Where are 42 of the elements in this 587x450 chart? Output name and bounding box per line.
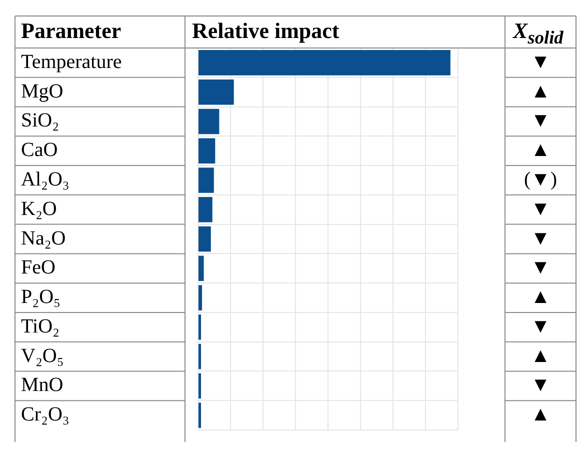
- y-tick-label: Al₂O₃: [21, 168, 70, 190]
- bar: [198, 373, 202, 399]
- bar: [198, 226, 211, 252]
- bar: [198, 344, 202, 370]
- bar: [198, 196, 212, 222]
- text: ▲: [530, 344, 550, 367]
- text: (▼): [524, 168, 558, 190]
- text: ▼: [530, 256, 550, 279]
- text: ▼: [530, 110, 550, 132]
- bar: [198, 50, 450, 76]
- y-tick-label: SiO₂: [21, 110, 60, 132]
- bar: [198, 79, 234, 105]
- bar: [198, 402, 202, 428]
- bar: [198, 314, 202, 340]
- text: ▲: [530, 286, 550, 308]
- x-axis-title: Relative impact: [192, 18, 340, 44]
- text: ▲: [530, 404, 550, 426]
- text: ▼: [530, 374, 550, 396]
- y-tick-label: CaO: [21, 139, 58, 162]
- y-tick-label: Cr₂O₃: [21, 404, 70, 426]
- bar: [198, 285, 202, 310]
- bar: [198, 256, 204, 282]
- bar: [198, 138, 216, 164]
- bar: [198, 168, 214, 193]
- y-tick-label: V₂O₅: [21, 344, 64, 367]
- y-axis-title: Parameter: [21, 18, 122, 44]
- y-tick-label: Temperature: [21, 50, 122, 73]
- bar: [198, 108, 220, 134]
- y-tick-label: K₂O: [21, 198, 57, 220]
- text: X$_{solid}$: [513, 18, 564, 48]
- y-tick-label: FeO: [21, 256, 56, 279]
- y-tick-label: MnO: [21, 374, 64, 396]
- y-tick-label: MgO: [21, 80, 64, 102]
- text: ▲: [530, 80, 550, 102]
- y-tick-label: TiO₂: [21, 315, 60, 338]
- text: ▼: [530, 227, 550, 250]
- text: ▼: [530, 50, 550, 73]
- text: ▼: [530, 198, 550, 220]
- y-tick-label: Na₂O: [21, 227, 66, 250]
- y-tick-label: P₂O₅: [21, 286, 61, 308]
- text: ▲: [530, 139, 550, 162]
- text: ▼: [530, 315, 550, 338]
